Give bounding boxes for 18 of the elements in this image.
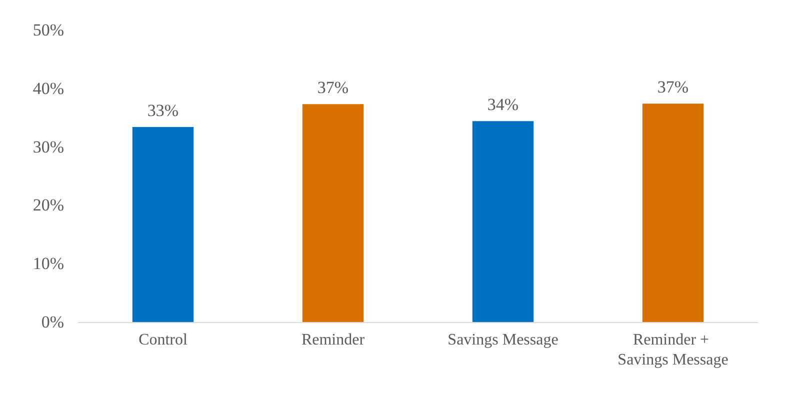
bar <box>132 126 194 322</box>
y-tick-label: 10% <box>32 254 64 274</box>
x-tick-label: Reminder + Savings Message <box>618 332 728 368</box>
x-tick-label: Reminder <box>301 332 366 348</box>
y-tick-label: 20% <box>32 196 64 215</box>
data-label: 33% <box>147 100 179 120</box>
bar <box>472 121 534 322</box>
data-label: 37% <box>657 78 689 97</box>
bar <box>302 104 364 322</box>
y-tick-label: 40% <box>32 78 64 98</box>
x-tick-label: Control <box>138 332 188 348</box>
y-tick-label: 0% <box>41 312 64 332</box>
x-tick-label: Savings Message <box>448 332 558 348</box>
y-tick-label: 50% <box>32 20 64 40</box>
y-tick-label: 30% <box>32 137 64 156</box>
data-label: 34% <box>487 95 519 114</box>
bar <box>642 104 704 322</box>
data-label: 37% <box>317 78 349 98</box>
